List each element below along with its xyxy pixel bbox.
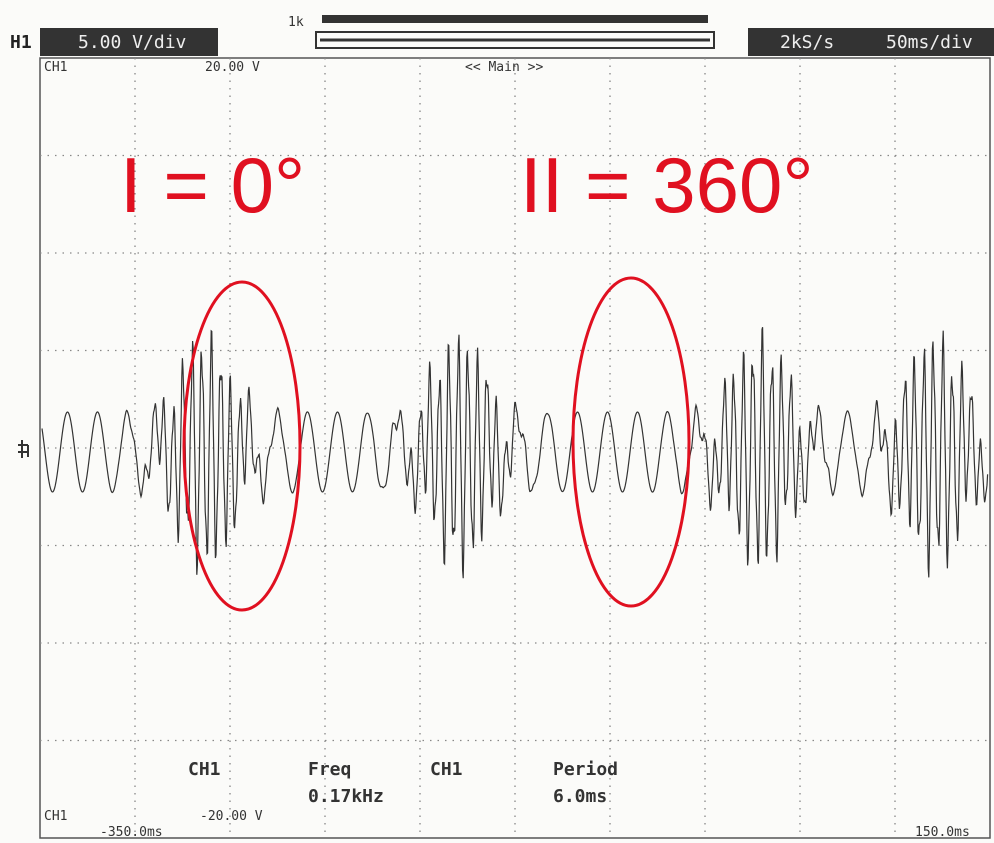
- record-bar: [322, 15, 708, 23]
- meas-value: 0.17kHz: [308, 786, 384, 807]
- memory-label: 1k: [288, 15, 304, 30]
- meas-value: 6.0ms: [553, 786, 607, 807]
- meas-channel: CH1: [188, 759, 221, 780]
- meas-channel: CH1: [430, 759, 463, 780]
- channel-top: CH1: [44, 60, 67, 75]
- oscilloscope-screen: H1 5.00 V/div 1k 2kS/s 50ms/div CH1 20.0…: [0, 0, 994, 843]
- time-start: -350.0ms: [100, 825, 163, 840]
- channel-bottom: CH1: [44, 809, 67, 824]
- meas-label: Freq: [308, 759, 351, 780]
- bottom-level: -20.00 V: [200, 809, 263, 824]
- time-per-div: 50ms/div: [886, 32, 973, 53]
- annotation: II = 360°: [520, 141, 814, 229]
- annotation: I = 0°: [120, 141, 305, 229]
- volts-per-div: 5.00 V/div: [78, 32, 186, 53]
- mode: << Main >>: [465, 60, 543, 75]
- channel-label: H1: [10, 32, 32, 53]
- meas-label: Period: [553, 759, 618, 780]
- top-level: 20.00 V: [205, 60, 260, 75]
- time-end: 150.0ms: [915, 825, 970, 840]
- sample-rate: 2kS/s: [780, 32, 834, 53]
